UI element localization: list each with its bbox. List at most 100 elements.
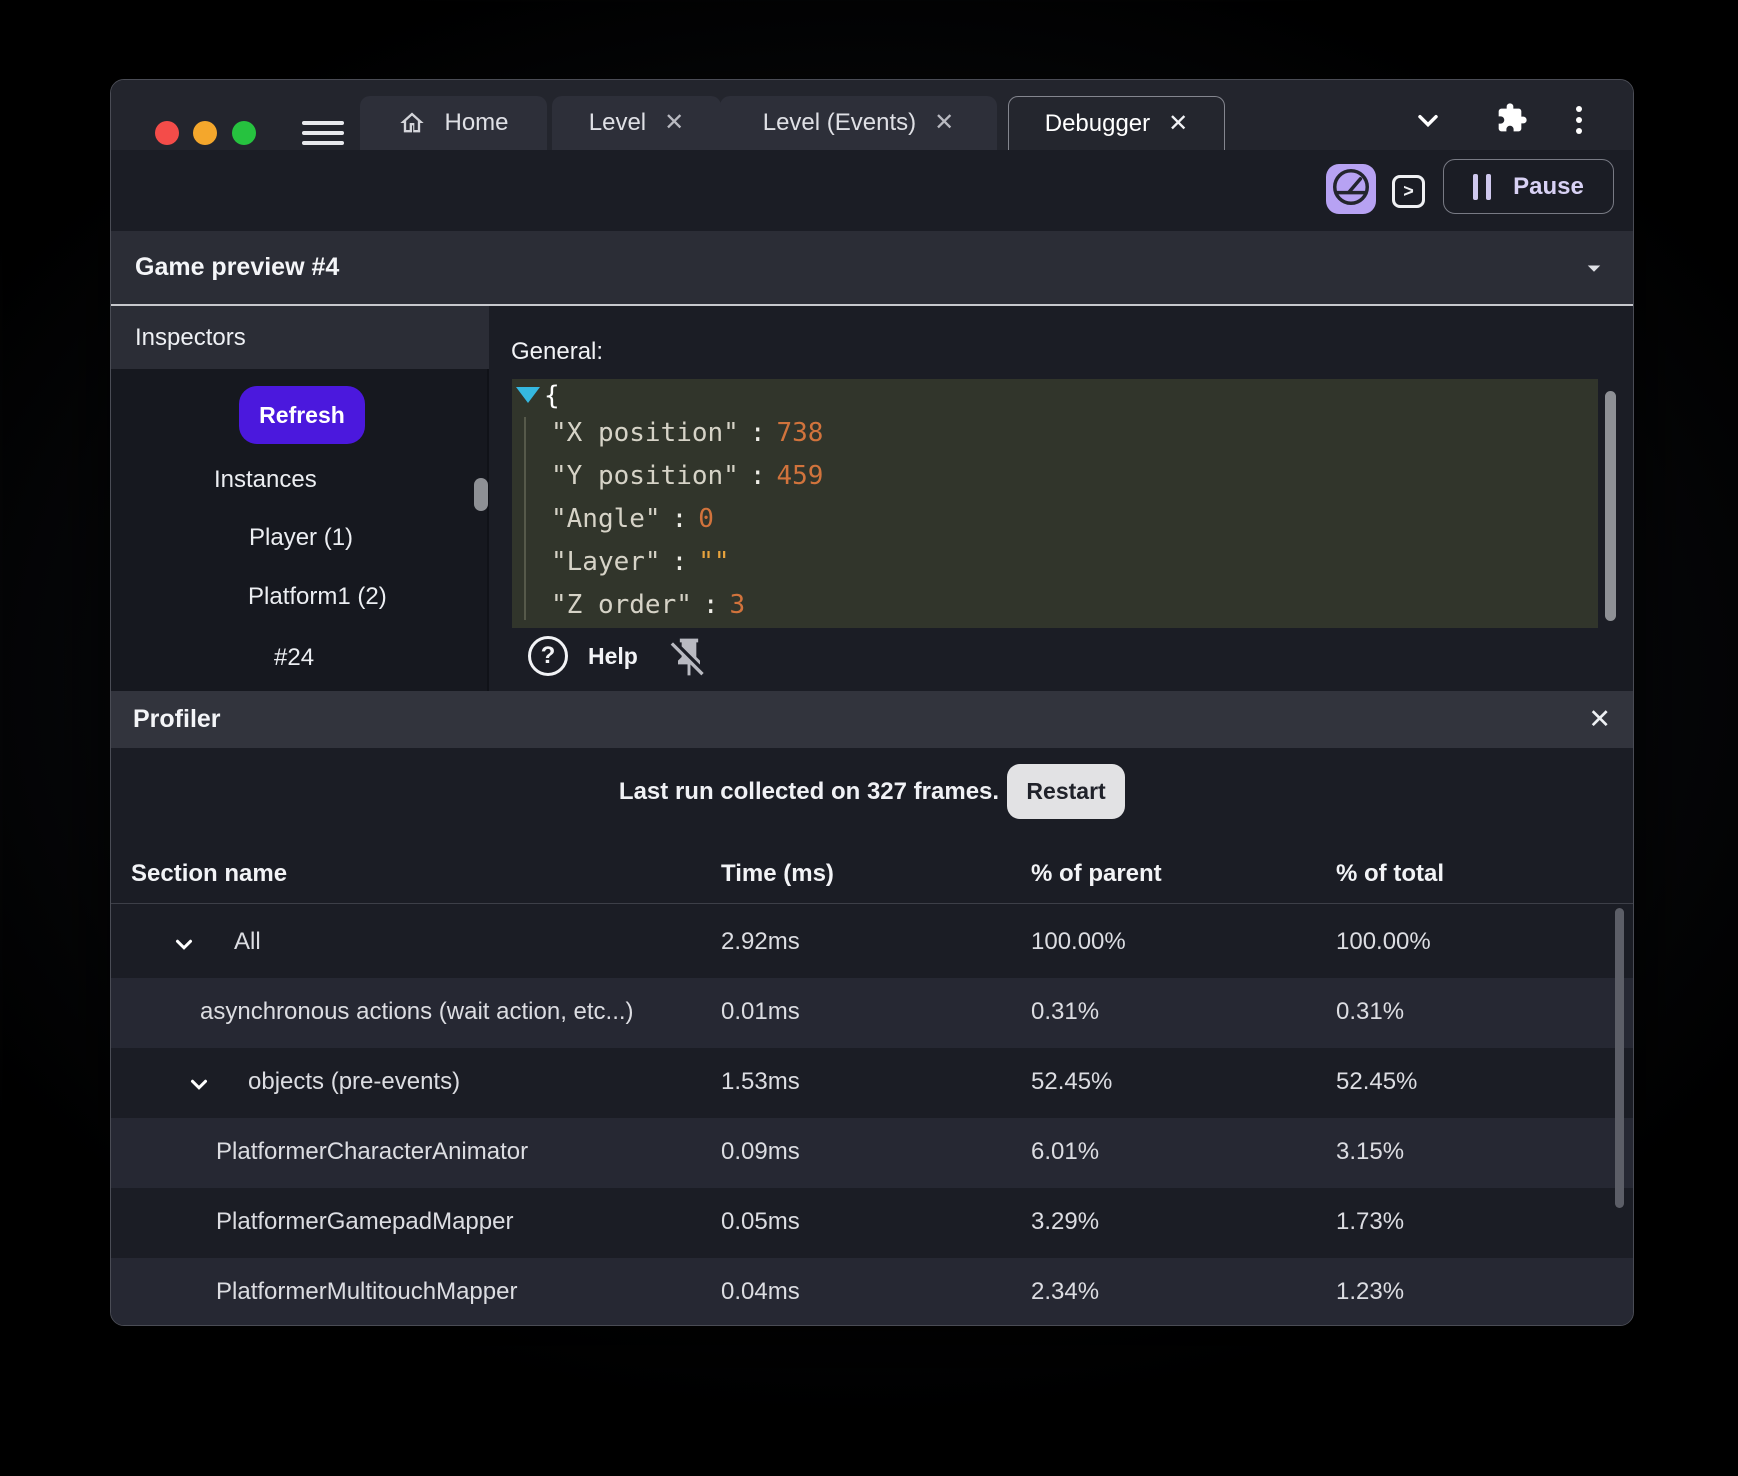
time-value: 0.01ms bbox=[721, 998, 800, 1025]
tab-label: Debugger bbox=[1044, 109, 1151, 137]
profiler-table-header: Section name Time (ms) % of parent % of … bbox=[111, 860, 1633, 896]
console-button[interactable]: > bbox=[1392, 175, 1425, 208]
gauge-icon bbox=[1331, 167, 1371, 212]
chevron-down-icon[interactable] bbox=[1412, 104, 1444, 136]
percent-parent-value: 3.29% bbox=[1031, 1208, 1100, 1235]
section-name: PlatformerGamepadMapper bbox=[216, 1208, 514, 1235]
inspectors-panel: Refresh Instances Player (1) Platform1 (… bbox=[111, 369, 489, 691]
profiler-close-icon[interactable]: ✕ bbox=[1588, 704, 1611, 734]
tab-label: Level (Events) bbox=[762, 109, 917, 136]
time-value: 0.04ms bbox=[721, 1278, 800, 1305]
json-property: "X position":738 bbox=[551, 418, 824, 448]
percent-total-value: 1.73% bbox=[1336, 1208, 1405, 1235]
expand-triangle-icon[interactable] bbox=[516, 387, 540, 403]
console-prompt-icon: > bbox=[1403, 181, 1414, 201]
close-icon[interactable]: ✕ bbox=[1168, 109, 1189, 137]
restart-button[interactable]: Restart bbox=[1007, 764, 1126, 819]
close-icon[interactable]: ✕ bbox=[934, 109, 955, 136]
json-property: "Angle":0 bbox=[551, 504, 714, 534]
tab-home[interactable]: Home bbox=[360, 96, 547, 150]
debugger-window: Home Level ✕ Level (Events) ✕ Debugger ✕ bbox=[110, 79, 1634, 1326]
section-name: PlatformerMultitouchMapper bbox=[216, 1278, 518, 1305]
percent-parent-value: 2.34% bbox=[1031, 1278, 1100, 1305]
tab-bar: Home Level ✕ Level (Events) ✕ Debugger ✕ bbox=[111, 80, 1633, 150]
traffic-light-zoom[interactable] bbox=[232, 121, 256, 145]
json-property: "Layer": "" bbox=[551, 547, 730, 577]
inspector-item-platform1[interactable]: Platform1 (2) bbox=[248, 583, 387, 610]
json-property: "Y position":459 bbox=[551, 461, 824, 491]
help-label: Help bbox=[588, 642, 638, 669]
profiler-status-text: Last run collected on 327 frames. bbox=[618, 777, 1000, 805]
tab-debugger[interactable]: Debugger ✕ bbox=[1008, 96, 1225, 150]
percent-parent-value: 52.45% bbox=[1031, 1068, 1113, 1095]
percent-total-value: 1.23% bbox=[1336, 1278, 1405, 1305]
json-property: "Z order":3 bbox=[551, 590, 746, 620]
traffic-light-close[interactable] bbox=[155, 121, 179, 145]
table-row[interactable]: asynchronous actions (wait action, etc..… bbox=[111, 978, 1633, 1048]
profiler-table: All 2.92ms 100.00% 100.00% asynchronous … bbox=[111, 908, 1633, 1325]
column-header-total: % of total bbox=[1336, 860, 1444, 887]
time-value: 1.53ms bbox=[721, 1068, 800, 1095]
extensions-puzzle-icon[interactable] bbox=[1496, 102, 1528, 134]
percent-total-value: 100.00% bbox=[1336, 928, 1431, 955]
table-row[interactable]: objects (pre-events) 1.53ms 52.45% 52.45… bbox=[111, 1048, 1633, 1118]
table-row[interactable]: PlatformerGamepadMapper 0.05ms 3.29% 1.7… bbox=[111, 1188, 1633, 1258]
indent-guide bbox=[524, 417, 526, 620]
collapse-chevron-icon[interactable] bbox=[1579, 253, 1609, 283]
separator bbox=[111, 304, 1633, 306]
main-menu-icon[interactable] bbox=[302, 121, 344, 149]
general-scrollbar[interactable] bbox=[1605, 391, 1616, 621]
tab-level[interactable]: Level ✕ bbox=[552, 96, 721, 150]
question-mark-icon: ? bbox=[528, 636, 568, 676]
inspectors-title: Inspectors bbox=[135, 323, 246, 351]
table-row[interactable]: PlatformerCharacterAnimator 0.09ms 6.01%… bbox=[111, 1118, 1633, 1188]
inspector-item-instance-24[interactable]: #24 bbox=[274, 644, 315, 671]
percent-total-value: 0.31% bbox=[1336, 998, 1405, 1025]
tab-label: Level bbox=[588, 109, 647, 136]
row-expand-chevron-icon[interactable] bbox=[171, 931, 197, 957]
close-icon[interactable]: ✕ bbox=[664, 109, 685, 136]
time-value: 0.05ms bbox=[721, 1208, 800, 1235]
profiler-scrollbar[interactable] bbox=[1615, 908, 1624, 1208]
instance-properties-json: { "X position":738 "Y position":459 "Ang… bbox=[512, 379, 1598, 628]
row-expand-chevron-icon[interactable] bbox=[186, 1071, 212, 1097]
section-name: All bbox=[234, 928, 261, 955]
section-name: objects (pre-events) bbox=[248, 1068, 461, 1095]
open-brace: { bbox=[544, 381, 560, 411]
game-preview-header[interactable]: Game preview #4 bbox=[111, 231, 1633, 304]
inspector-item-instances[interactable]: Instances bbox=[214, 466, 317, 493]
percent-total-value: 52.45% bbox=[1336, 1068, 1418, 1095]
table-row[interactable]: All 2.92ms 100.00% 100.00% bbox=[111, 908, 1633, 978]
tab-level-events[interactable]: Level (Events) ✕ bbox=[720, 96, 997, 150]
unpin-icon[interactable] bbox=[667, 635, 711, 679]
percent-parent-value: 100.00% bbox=[1031, 928, 1126, 955]
section-name: asynchronous actions (wait action, etc..… bbox=[200, 998, 634, 1025]
table-row[interactable]: PlatformerMultitouchMapper 0.04ms 2.34% … bbox=[111, 1258, 1633, 1325]
section-name: PlatformerCharacterAnimator bbox=[216, 1138, 529, 1165]
inspector-item-player[interactable]: Player (1) bbox=[249, 524, 354, 551]
separator bbox=[111, 903, 1633, 904]
profiler-header: Profiler ✕ bbox=[111, 691, 1633, 748]
tab-label: Home bbox=[444, 109, 509, 136]
profiler-status-row: Last run collected on 327 frames. Restar… bbox=[111, 764, 1633, 819]
column-header-parent: % of parent bbox=[1031, 860, 1162, 887]
traffic-light-minimize[interactable] bbox=[193, 121, 217, 145]
general-title: General: bbox=[511, 338, 604, 365]
pause-button[interactable]: Pause bbox=[1443, 159, 1614, 214]
pause-icon bbox=[1473, 173, 1492, 200]
more-options-kebab-icon[interactable] bbox=[1575, 106, 1583, 138]
time-value: 2.92ms bbox=[721, 928, 800, 955]
percent-total-value: 3.15% bbox=[1336, 1138, 1405, 1165]
refresh-button[interactable]: Refresh bbox=[239, 386, 365, 444]
game-preview-title: Game preview #4 bbox=[135, 253, 340, 281]
profiler-gauge-button[interactable] bbox=[1326, 164, 1376, 214]
help-button[interactable]: ? Help bbox=[528, 636, 638, 676]
pause-label: Pause bbox=[1513, 172, 1584, 200]
profiler-title: Profiler bbox=[133, 705, 221, 733]
time-value: 0.09ms bbox=[721, 1138, 800, 1165]
percent-parent-value: 6.01% bbox=[1031, 1138, 1100, 1165]
inspectors-header: Inspectors bbox=[111, 306, 489, 369]
inspectors-scrollbar[interactable] bbox=[474, 478, 488, 511]
column-header-time: Time (ms) bbox=[721, 860, 834, 887]
column-header-section: Section name bbox=[131, 860, 288, 887]
